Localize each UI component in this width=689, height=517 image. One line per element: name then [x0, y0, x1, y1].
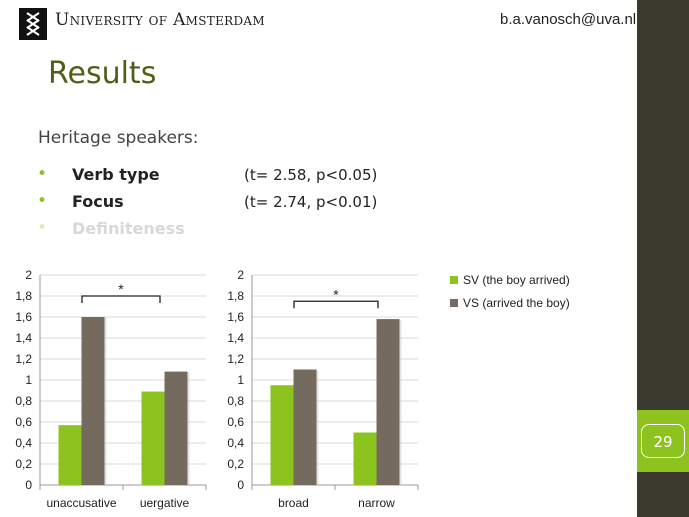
- y-tick-label: 1,6: [227, 310, 244, 324]
- bar-sv: [270, 385, 294, 485]
- significance-bracket: [81, 295, 161, 303]
- page-number: 29: [641, 424, 685, 458]
- y-tick-label: 0,4: [227, 436, 244, 450]
- author-email: b.a.vanosch@uva.nl: [500, 11, 636, 28]
- y-tick-label: 0: [25, 478, 32, 492]
- chart-verb-type: 0 0,2 0,4 0,6 0,8 1 1,2 1,4 1,6 1,8 2 unaccusative u…: [15, 268, 207, 510]
- y-tick-label: 1,2: [15, 352, 32, 366]
- bar-vs: [81, 317, 105, 485]
- bullet-label-definiteness: Definiteness: [72, 219, 185, 238]
- bullet-stat-focus: (t= 2.74, p<0.01): [244, 193, 378, 211]
- slide-title: Results: [48, 56, 157, 91]
- x-tick-label: unaccusative: [46, 496, 116, 510]
- significance-star: *: [118, 281, 124, 297]
- y-tick-label: 1: [25, 373, 32, 387]
- x-tick-label: broad: [278, 496, 309, 510]
- y-tick-label: 0,4: [15, 436, 32, 450]
- y-tick-label: 1,4: [227, 331, 244, 345]
- bullet-stat-verb-type: (t= 2.58, p<0.05): [244, 166, 378, 184]
- legend-label-vs: VS (arrived the boy): [463, 296, 570, 310]
- bar-sv: [141, 391, 165, 485]
- bullet-label-focus: Focus: [72, 192, 124, 211]
- significance-star: *: [333, 286, 339, 302]
- significance-bracket: [293, 300, 379, 309]
- bar-sv: [58, 425, 82, 485]
- y-tick-label: 0,6: [227, 415, 244, 429]
- university-name: University of Amsterdam: [55, 10, 265, 30]
- bar-sv: [353, 432, 377, 485]
- bar-vs: [376, 319, 400, 485]
- y-tick-label: 1,2: [227, 352, 244, 366]
- legend-label-sv: SV (the boy arrived): [463, 273, 570, 287]
- legend-item-vs: VS (arrived the boy): [450, 296, 570, 310]
- y-tick-label: 2: [237, 268, 244, 282]
- y-tick-label: 1: [237, 373, 244, 387]
- legend-swatch-vs: [450, 299, 458, 307]
- legend-swatch-sv: [450, 276, 458, 284]
- y-tick-label: 1,6: [15, 310, 32, 324]
- chart-focus: 0 0,2 0,4 0,6 0,8 1 1,2 1,4 1,6 1,8 2 broad narrow *: [227, 268, 419, 510]
- y-tick-label: 0,2: [227, 457, 244, 471]
- y-tick-label: 1,8: [227, 289, 244, 303]
- y-tick-label: 1,4: [15, 331, 32, 345]
- y-tick-label: 0,8: [15, 394, 32, 408]
- y-tick-label: 2: [25, 268, 32, 282]
- page-number-block: [637, 410, 689, 472]
- y-tick-label: 0,6: [15, 415, 32, 429]
- slide-subtitle: Heritage speakers:: [38, 128, 199, 148]
- y-tick-label: 0,8: [227, 394, 244, 408]
- y-tick-label: 1,8: [15, 289, 32, 303]
- y-tick-label: 0,2: [15, 457, 32, 471]
- y-tick-label: 0: [237, 478, 244, 492]
- bullet-icon: •: [37, 218, 48, 238]
- bar-vs: [164, 371, 188, 485]
- university-logo-icon: [19, 8, 47, 40]
- bullet-icon: •: [37, 191, 48, 211]
- legend-item-sv: SV (the boy arrived): [450, 273, 570, 287]
- bullet-label-verb-type: Verb type: [72, 165, 160, 184]
- bar-vs: [293, 369, 317, 485]
- bullet-icon: •: [37, 164, 48, 184]
- x-tick-label: uergative: [140, 496, 190, 510]
- x-tick-label: narrow: [358, 496, 395, 510]
